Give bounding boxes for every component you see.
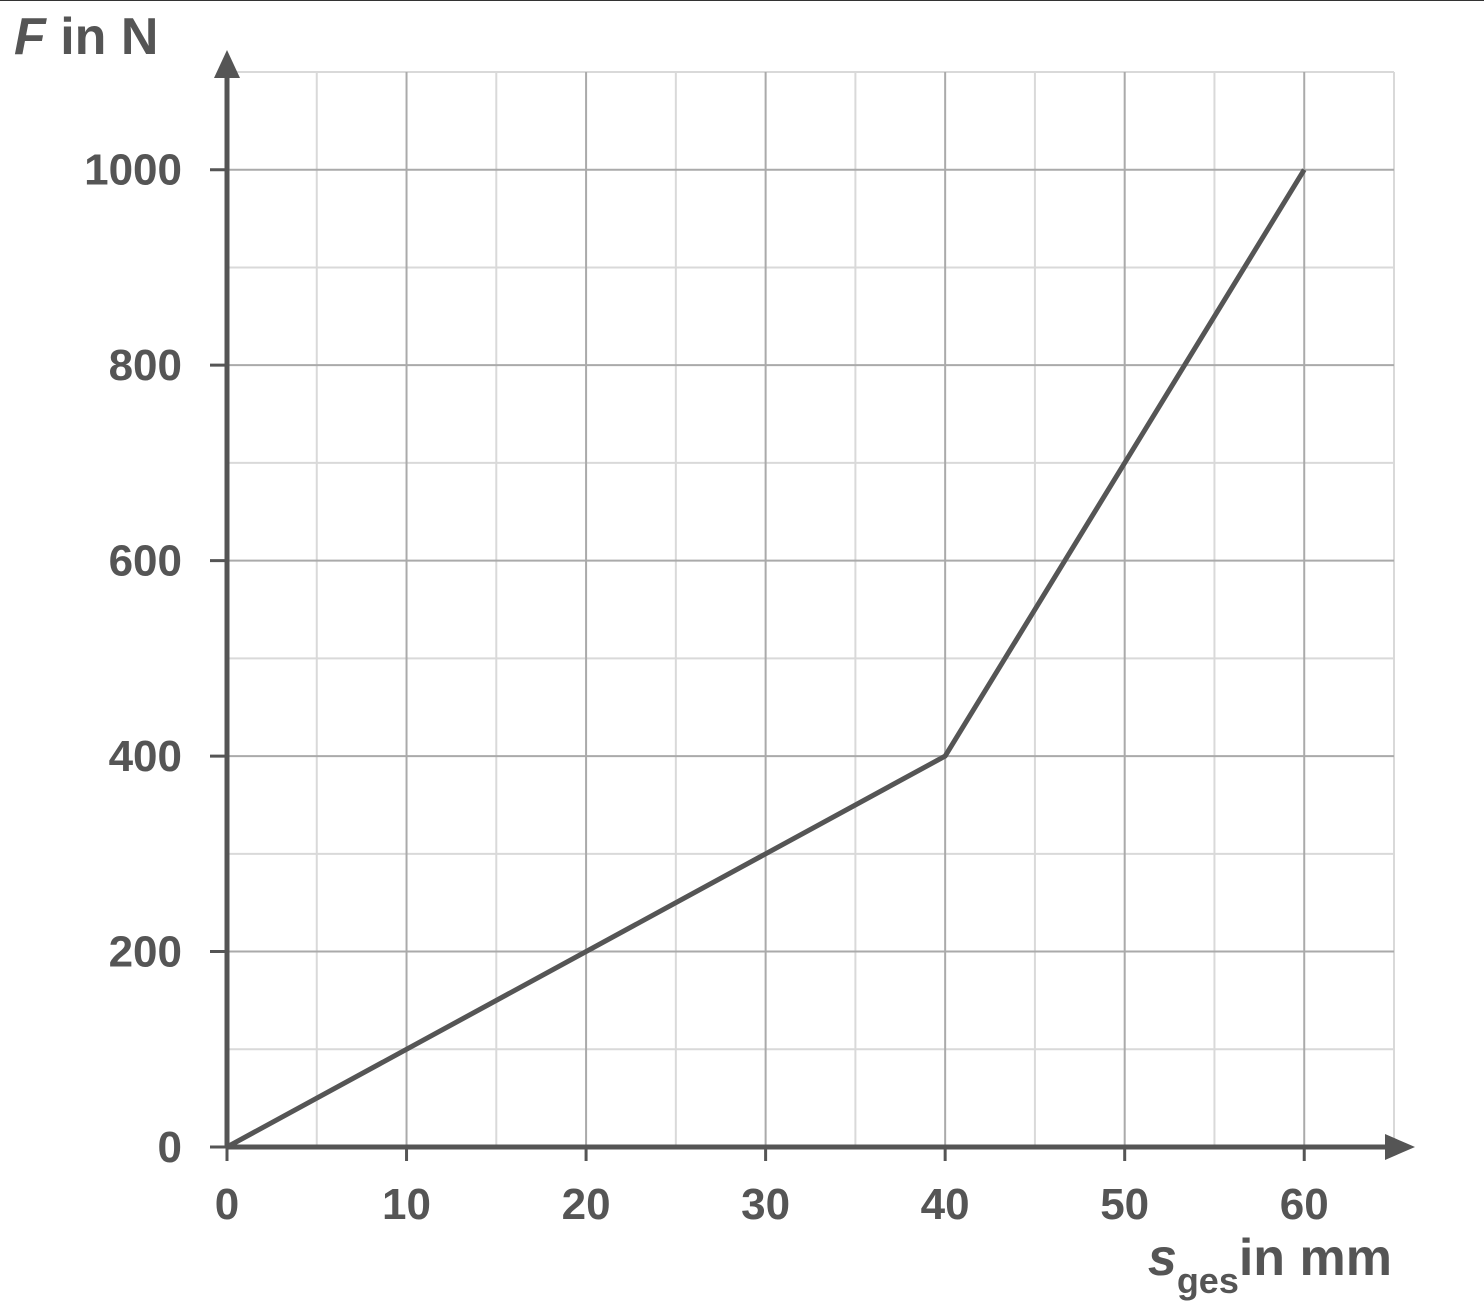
y-label-unit: in N <box>60 8 158 66</box>
x-tick-label: 40 <box>921 1180 970 1229</box>
data-line <box>225 168 1307 1150</box>
x-label-symbol: s <box>1148 1229 1177 1287</box>
x-tick-label: 20 <box>562 1180 611 1229</box>
x-tick-label: 50 <box>1100 1180 1149 1229</box>
y-axis-label: F in N <box>14 8 158 66</box>
x-axis-label: sgesin mm <box>1148 1229 1392 1301</box>
y-tick-label: 800 <box>109 341 182 390</box>
y-tick-label: 600 <box>109 537 182 586</box>
y-tick-label: 200 <box>109 928 182 977</box>
y-axis-arrow <box>214 50 240 78</box>
x-tick-label: 10 <box>382 1180 431 1229</box>
x-tick-label: 0 <box>215 1180 239 1229</box>
x-label-subscript: ges <box>1177 1260 1239 1301</box>
y-tick-label: 400 <box>109 732 182 781</box>
y-tick-label: 0 <box>158 1123 182 1172</box>
x-tick-label: 60 <box>1280 1180 1329 1229</box>
x-axis-arrow <box>1385 1134 1415 1160</box>
y-tick-label: 1000 <box>84 146 182 195</box>
x-tick-label: 30 <box>741 1180 790 1229</box>
y-label-symbol: F <box>14 8 47 66</box>
x-label-unit: in mm <box>1239 1229 1392 1287</box>
